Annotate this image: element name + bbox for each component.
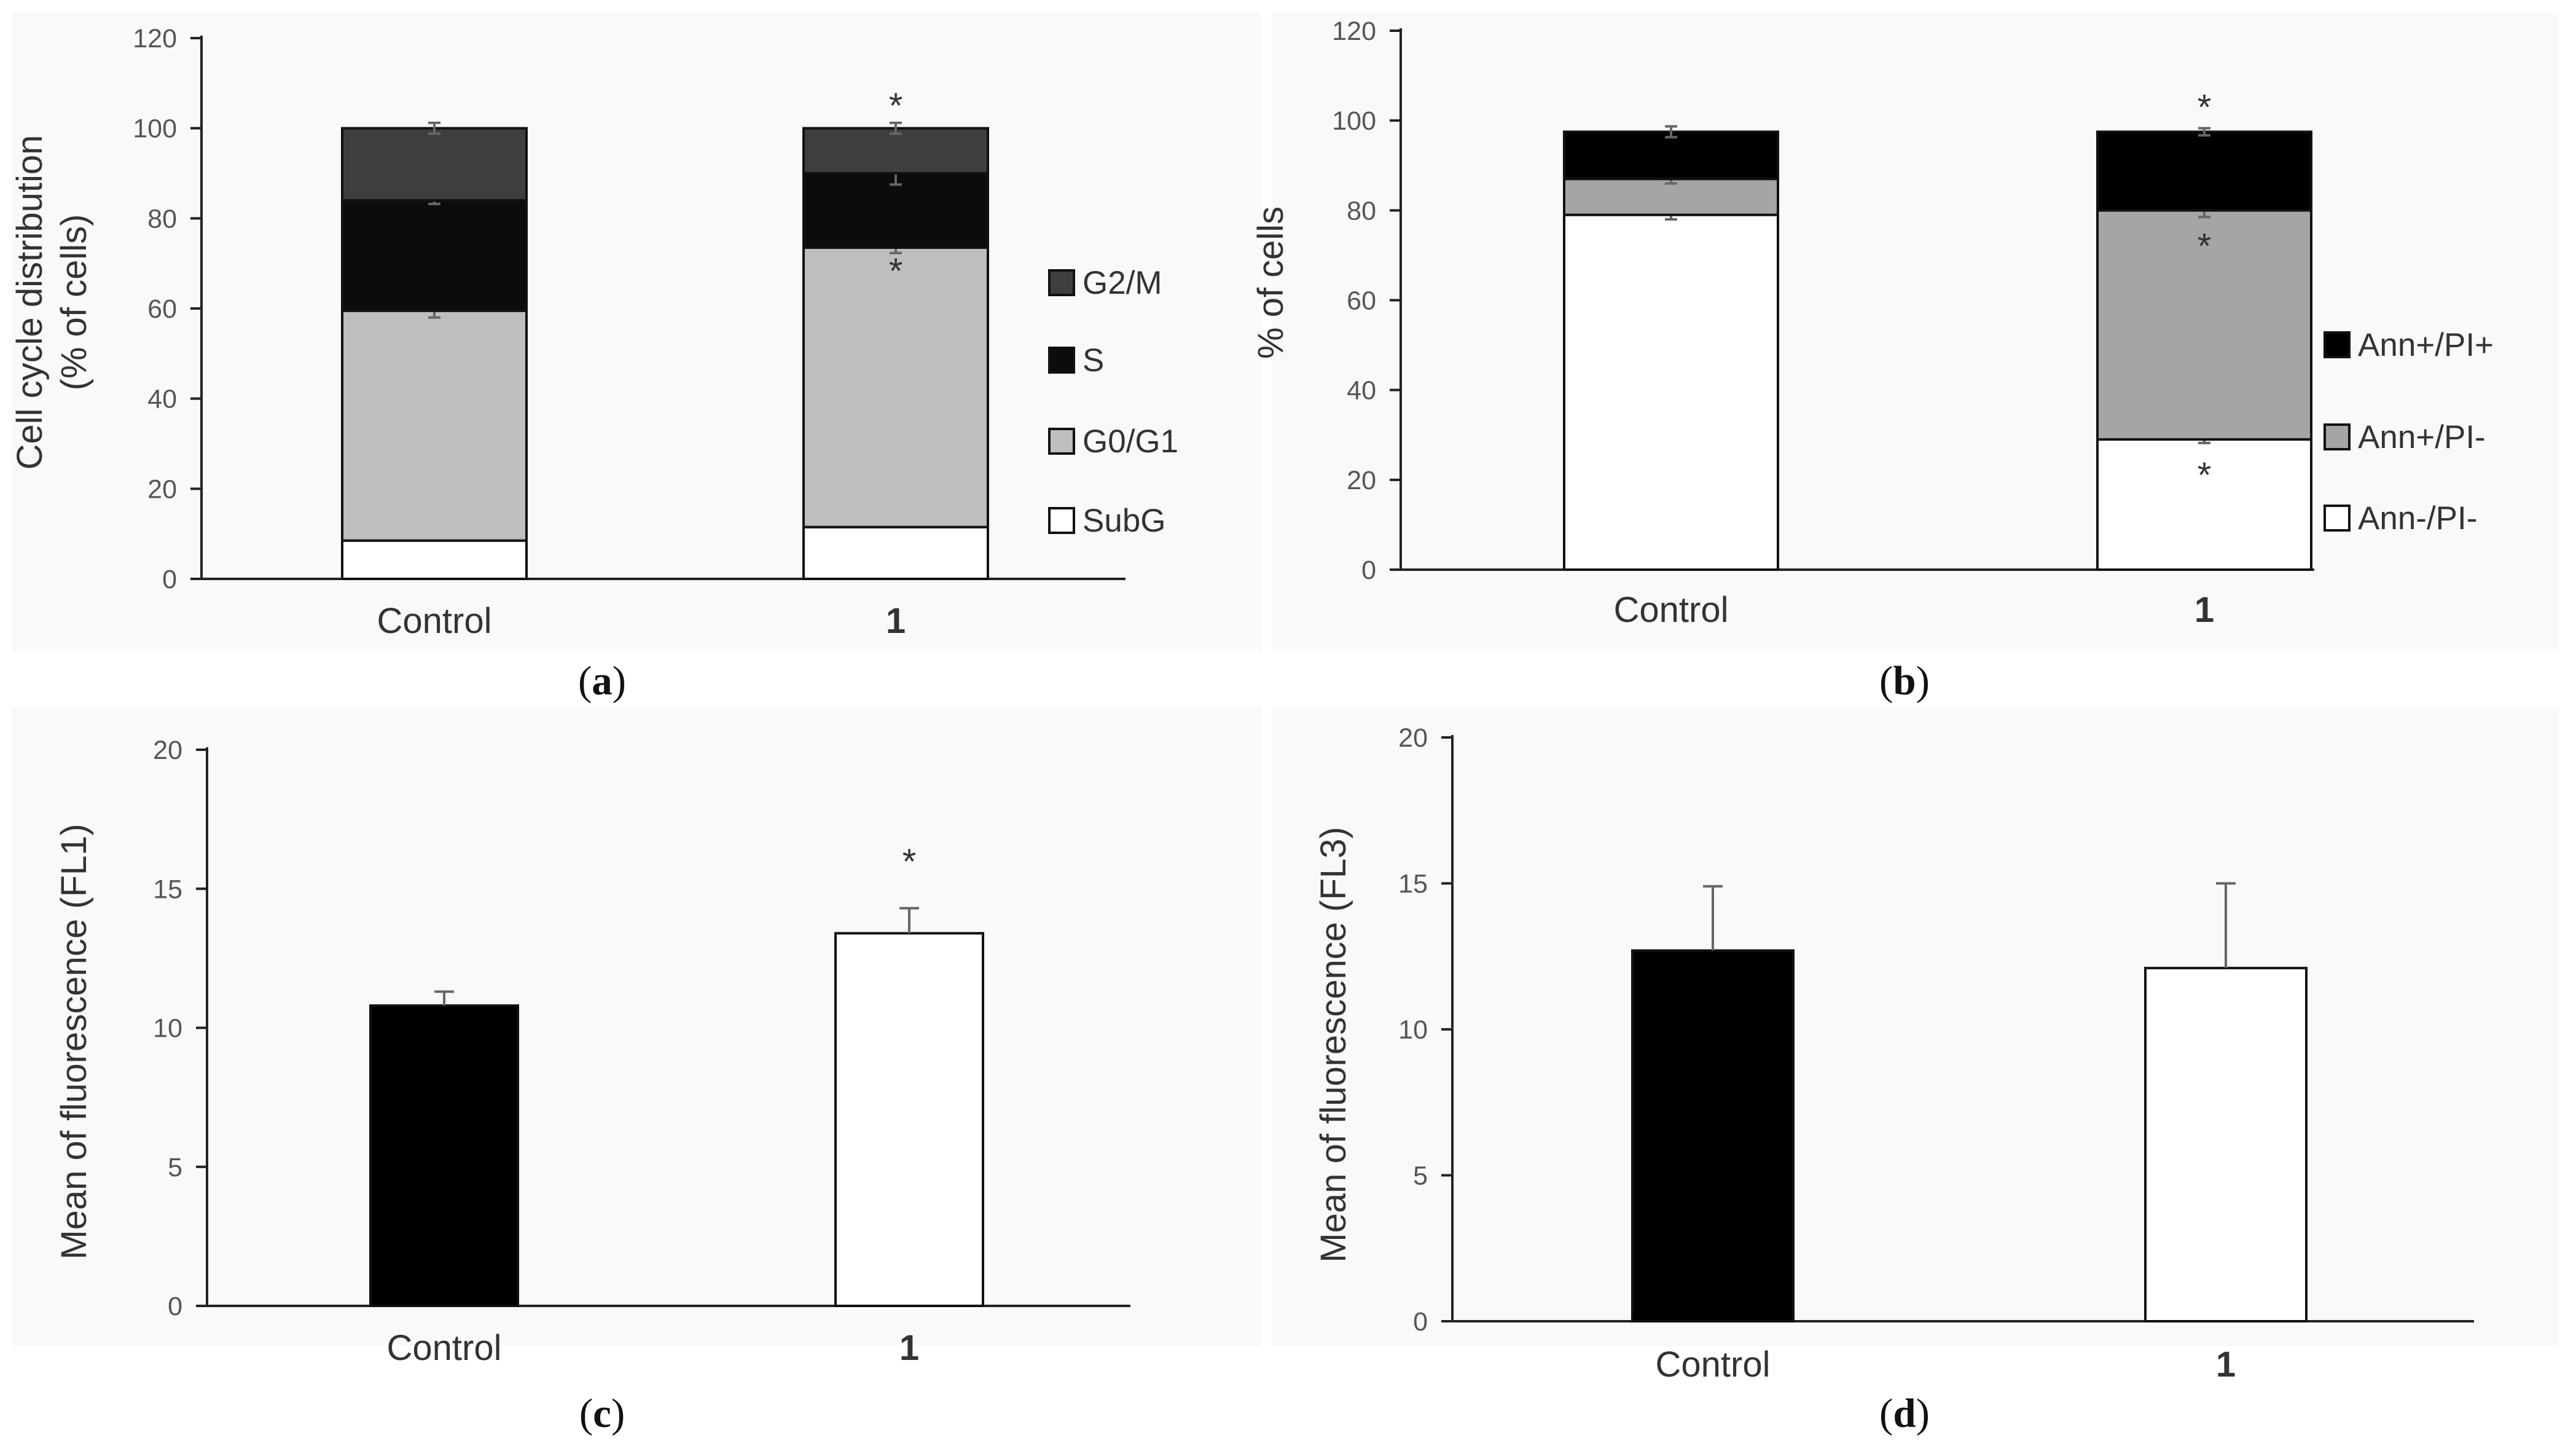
panel-b: 0 20 40 60 80 100 120 * * * Control 1 % of cells Ann+… [1251, 12, 2559, 704]
x-category-label: 1 [899, 1328, 919, 1368]
significance-marker: * [902, 842, 917, 882]
y-tick-label: 40 [1347, 376, 1376, 406]
y-tick-label: 10 [153, 1014, 182, 1043]
panel-label: (c) [579, 1391, 625, 1436]
panel-background [1272, 707, 2559, 1346]
bar-segment [2096, 209, 2312, 441]
legend-swatch [1048, 428, 1075, 455]
y-tick-label: 40 [147, 385, 177, 414]
y-tick-label: 0 [1361, 556, 1376, 585]
y-tick-label: 15 [1398, 870, 1428, 899]
bar-segment [341, 199, 528, 312]
x-category-label: 1 [2194, 590, 2214, 630]
significance-marker: * [889, 86, 903, 126]
bar [369, 1004, 519, 1308]
panel-letter: a [592, 658, 613, 704]
bar-segment [2096, 438, 2312, 572]
y-tick-label: 0 [1413, 1307, 1428, 1337]
panel-label: (d) [1879, 1391, 1930, 1436]
legend-label: G2/M [1082, 265, 1162, 301]
bar [1631, 949, 1795, 1322]
legend-label: S [1082, 342, 1104, 379]
legend-swatch [1048, 269, 1075, 296]
legend-swatch [1048, 347, 1075, 374]
y-tick-label: 80 [147, 204, 177, 234]
y-tick-label: 120 [133, 24, 177, 53]
bar-segment [2096, 130, 2312, 212]
y-tick-label: 120 [1332, 17, 1376, 46]
panel-label: (a) [578, 658, 626, 704]
bar-segment [802, 127, 989, 175]
panel-background [11, 12, 1262, 651]
legend-swatch [2323, 423, 2351, 450]
legend-swatch [2323, 331, 2351, 358]
y-tick-label: 60 [1347, 286, 1376, 316]
significance-marker: * [889, 251, 903, 291]
y-tick-label: 5 [1413, 1161, 1428, 1191]
x-category-label: Control [1614, 590, 1729, 630]
x-category-label: Control [387, 1328, 502, 1368]
y-tick-label: 20 [147, 474, 177, 504]
y-tick-label: 100 [1332, 106, 1376, 136]
legend-label: Ann+/PI- [2358, 419, 2486, 455]
panel-letter: d [1893, 1391, 1916, 1436]
bar-segment [341, 539, 528, 581]
panel-label: (b) [1879, 658, 1930, 704]
legend-label: Ann-/PI- [2358, 500, 2477, 536]
significance-marker: * [2198, 88, 2212, 128]
y-tick-label: 15 [153, 874, 182, 904]
y-axis-label: % of cells [1251, 206, 1291, 359]
legend-label: G0/G1 [1082, 423, 1178, 460]
bar [834, 932, 984, 1307]
y-axis-label: Mean of fluorescence (FL1) [54, 823, 94, 1259]
panel-d: 0 5 10 15 20 Control 1 Mean of fluorescence (FL… [1272, 707, 2559, 1436]
legend-swatch [1048, 507, 1075, 534]
bar-segment [341, 309, 528, 542]
bar-segment [802, 525, 989, 581]
significance-marker: * [2198, 455, 2212, 495]
y-tick-label: 20 [153, 736, 182, 765]
y-axis-label: Cell cycle distribution [10, 135, 50, 470]
panel-letter: c [593, 1391, 611, 1436]
bar-segment [341, 127, 528, 202]
x-category-label: 1 [886, 601, 906, 641]
legend-label: SubG [1082, 503, 1166, 539]
y-tick-label: 5 [168, 1153, 182, 1182]
panel-letter: b [1893, 658, 1916, 704]
bar-segment [1563, 130, 1779, 181]
y-tick-label: 20 [1347, 466, 1376, 495]
legend-label: Ann+/PI+ [2358, 327, 2494, 363]
y-tick-label: 60 [147, 294, 177, 324]
x-category-label: 1 [2216, 1345, 2236, 1385]
bar-segment [1563, 213, 1779, 571]
y-tick-label: 80 [1347, 196, 1376, 226]
legend-swatch [2323, 505, 2351, 532]
y-tick-label: 0 [168, 1292, 182, 1321]
panel-background [11, 707, 1262, 1346]
bar [2144, 967, 2308, 1322]
y-tick-label: 10 [1398, 1015, 1428, 1045]
y-tick-label: 0 [162, 565, 177, 594]
y-tick-label: 100 [133, 114, 177, 144]
significance-marker: * [2198, 226, 2212, 266]
panel-c: 0 5 10 15 20 * Control 1 Mean of fluorescence (F… [11, 707, 1262, 1436]
x-category-label: Control [377, 601, 492, 641]
y-tick-label: 20 [1398, 723, 1428, 753]
y-axis-label-units: (% of cells) [54, 214, 94, 391]
y-axis-label: Mean of fluorescence (FL3) [1313, 827, 1353, 1262]
x-category-label: Control [1656, 1345, 1771, 1385]
